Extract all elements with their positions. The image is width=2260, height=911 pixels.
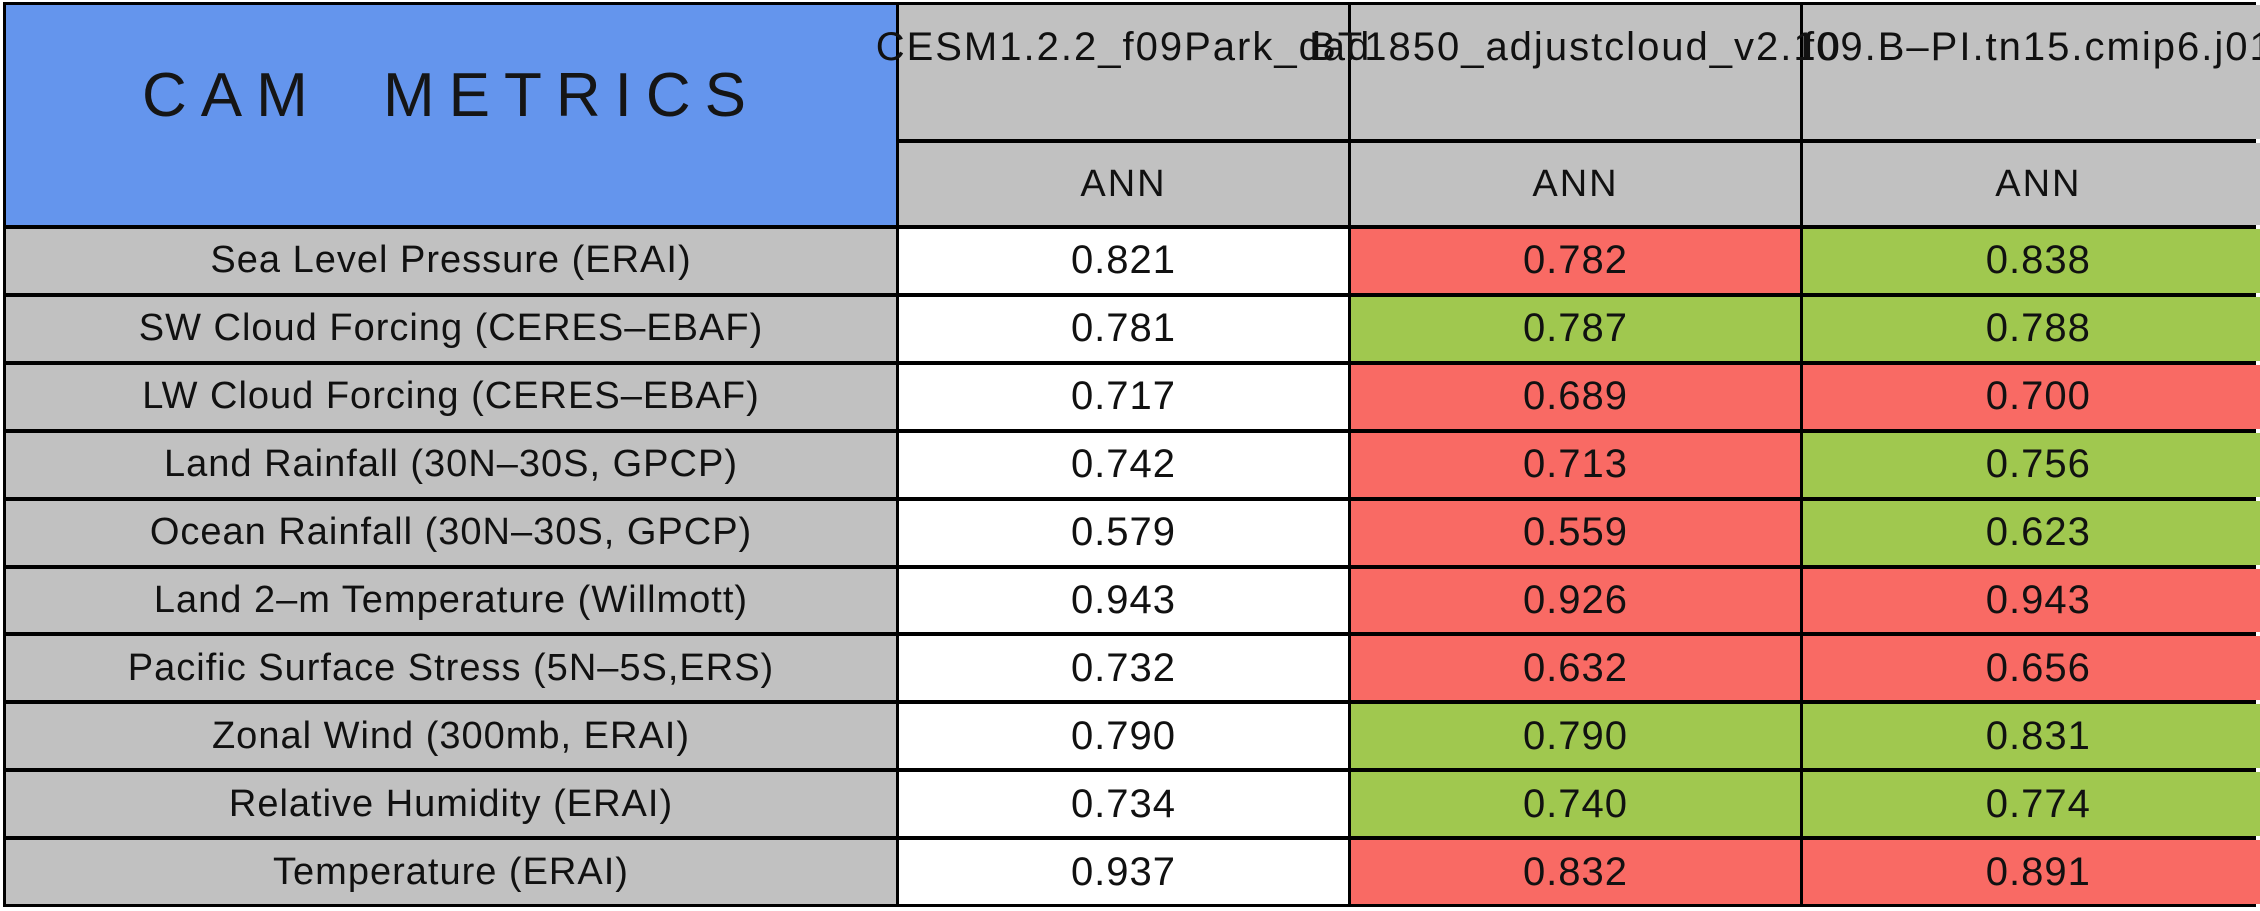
metric-label: Sea Level Pressure (ERAI) [210,239,692,282]
metric-value: 0.831 [1985,713,2091,758]
value-cell: 0.756 [1803,432,2260,497]
model-name-3: f09.B–PI.tn15.cmip6.j01 [1803,24,2260,69]
value-cell: 0.832 [1351,840,1800,904]
metric-label-cell: Zonal Wind (300mb, ERAI) [6,704,896,769]
metric-value: 0.838 [1985,238,2091,283]
value-cell: 0.782 [1351,229,1800,293]
metric-value: 0.700 [1985,374,2091,419]
metric-value: 0.787 [1522,306,1629,351]
metric-label-cell: Sea Level Pressure (ERAI) [6,229,896,293]
metric-label: Relative Humidity (ERAI) [228,782,674,825]
season-header-cell-3: ANN [1803,143,2260,225]
season-label-1: ANN [1080,162,1167,205]
value-cell: 0.891 [1803,840,2260,904]
metric-value: 0.943 [1985,577,2091,622]
metric-label: Pacific Surface Stress (5N–5S,ERS) [127,646,775,689]
value-cell: 0.732 [899,636,1348,701]
metric-label: Zonal Wind (300mb, ERAI) [211,714,691,757]
season-header-cell-2: ANN [1351,143,1800,225]
model-name-2: BT1850_adjustcloud_v2.10 [1309,24,1842,69]
metric-label-cell: Land 2–m Temperature (Willmott) [6,568,896,633]
metric-value: 0.740 [1522,781,1629,826]
metric-value: 0.782 [1522,238,1629,283]
metric-label: Land 2–m Temperature (Willmott) [153,578,749,621]
metric-value: 0.656 [1985,645,2091,690]
value-cell: 0.559 [1351,500,1800,565]
metric-label-cell: Land Rainfall (30N–30S, GPCP) [6,432,896,497]
metric-value: 0.732 [1070,645,1177,690]
metric-value: 0.632 [1522,645,1629,690]
model-name-1: CESM1.2.2_f09Park_dad [875,24,1372,69]
metric-value: 0.781 [1070,306,1177,351]
value-cell: 0.579 [899,500,1348,565]
value-cell: 0.788 [1803,296,2260,361]
value-cell: 0.838 [1803,229,2260,293]
metric-value: 0.756 [1985,442,2091,487]
metric-value: 0.579 [1070,510,1177,555]
metric-value: 0.559 [1522,510,1629,555]
season-label-2: ANN [1532,162,1619,205]
metric-label-cell: LW Cloud Forcing (CERES–EBAF) [6,364,896,429]
metric-value: 0.713 [1522,442,1629,487]
metric-value: 0.774 [1985,781,2091,826]
value-cell: 0.717 [899,364,1348,429]
value-cell: 0.790 [899,704,1348,769]
value-cell: 0.831 [1803,704,2260,769]
value-cell: 0.689 [1351,364,1800,429]
metric-value: 0.832 [1522,849,1629,894]
metric-value: 0.943 [1070,577,1177,622]
value-cell: 0.700 [1803,364,2260,429]
value-cell: 0.821 [899,229,1348,293]
metric-label: Land Rainfall (30N–30S, GPCP) [164,443,738,486]
metric-label: Ocean Rainfall (30N–30S, GPCP) [149,511,753,554]
value-cell: 0.656 [1803,636,2260,701]
metric-value: 0.891 [1985,849,2091,894]
value-cell: 0.937 [899,840,1348,904]
model-header-cell-3: f09.B–PI.tn15.cmip6.j01 [1803,5,2260,139]
metric-value: 0.788 [1985,306,2091,351]
metric-label-cell: SW Cloud Forcing (CERES–EBAF) [6,296,896,361]
metrics-table: CAM METRICS CESM1.2.2_f09Park_dad BT1850… [3,2,2260,907]
table-title: CAM METRICS [142,60,760,130]
metric-value: 0.734 [1070,781,1177,826]
season-label-3: ANN [1995,162,2082,205]
metric-value: 0.790 [1070,713,1177,758]
metric-label: Temperature (ERAI) [273,850,629,893]
metric-label-cell: Temperature (ERAI) [6,840,896,904]
metric-value: 0.689 [1522,374,1629,419]
season-header-cell-1: ANN [899,143,1348,225]
metric-value: 0.821 [1070,238,1177,283]
metric-value: 0.790 [1522,713,1629,758]
value-cell: 0.742 [899,432,1348,497]
value-cell: 0.926 [1351,568,1800,633]
value-cell: 0.943 [899,568,1348,633]
value-cell: 0.781 [899,296,1348,361]
table-title-cell: CAM METRICS [6,5,896,225]
metric-value: 0.937 [1070,849,1177,894]
value-cell: 0.787 [1351,296,1800,361]
value-cell: 0.774 [1803,772,2260,837]
model-header-cell-2: BT1850_adjustcloud_v2.10 [1309,5,1840,139]
metric-label-cell: Ocean Rainfall (30N–30S, GPCP) [6,500,896,565]
metric-value: 0.926 [1522,577,1629,622]
metric-value: 0.742 [1070,442,1177,487]
value-cell: 0.623 [1803,500,2260,565]
value-cell: 0.713 [1351,432,1800,497]
metric-label: SW Cloud Forcing (CERES–EBAF) [138,307,764,350]
metric-label: LW Cloud Forcing (CERES–EBAF) [142,375,760,418]
value-cell: 0.632 [1351,636,1800,701]
model-header-cell-1: CESM1.2.2_f09Park_dad [876,5,1369,139]
metric-label-cell: Pacific Surface Stress (5N–5S,ERS) [6,636,896,701]
metric-value: 0.623 [1985,510,2091,555]
value-cell: 0.943 [1803,568,2260,633]
value-cell: 0.790 [1351,704,1800,769]
metric-value: 0.717 [1070,374,1177,419]
metric-label-cell: Relative Humidity (ERAI) [6,772,896,837]
value-cell: 0.740 [1351,772,1800,837]
value-cell: 0.734 [899,772,1348,837]
